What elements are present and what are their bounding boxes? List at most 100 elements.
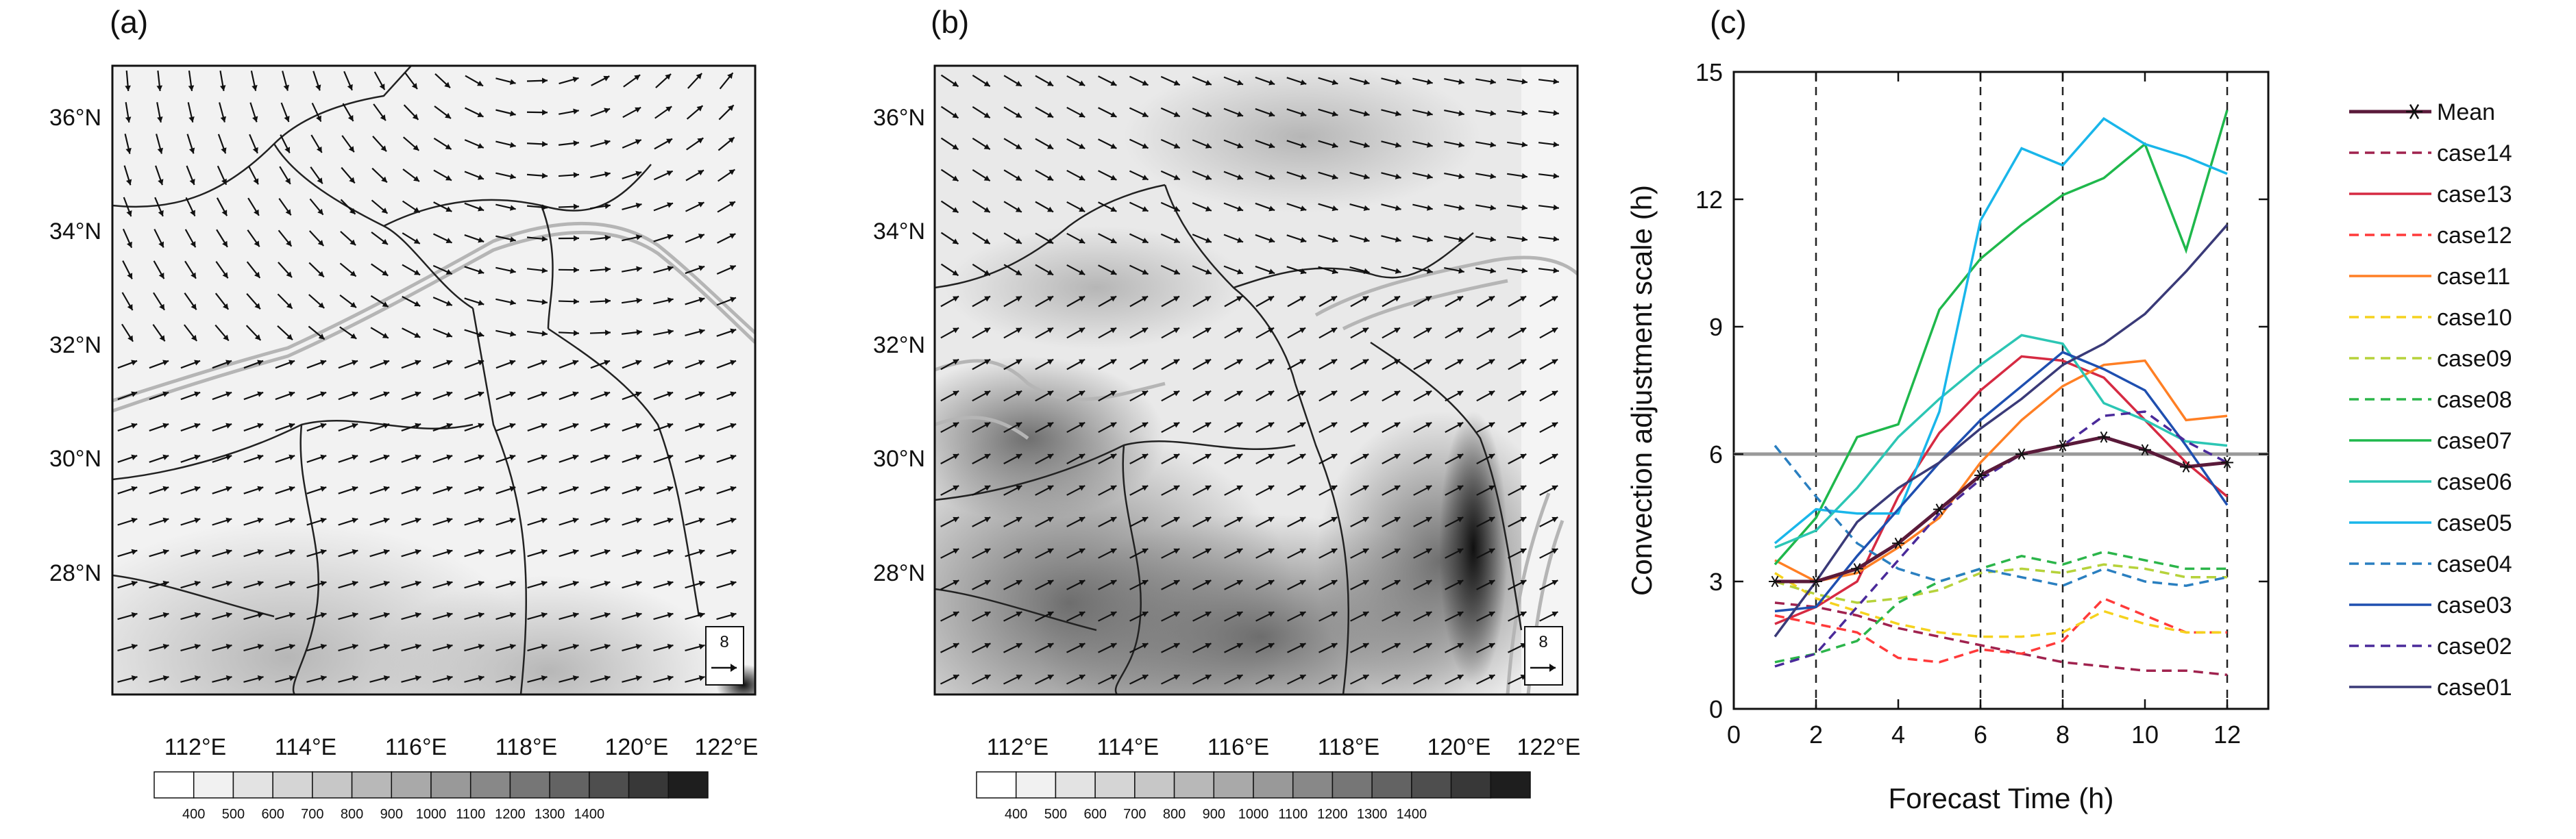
wind-arrow [185,197,196,217]
wind-arrow [622,106,641,118]
series-line-case06 [1774,334,2228,549]
wind-arrow [1476,516,1495,527]
wind-arrow [1539,390,1558,402]
wind-arrow [1413,421,1432,434]
legend-label: case12 [2437,223,2512,249]
wind-arrow [1129,201,1149,212]
wind-arrow [1349,203,1370,212]
wind-arrow [1255,265,1275,275]
colorbar-label: 700 [1123,807,1146,822]
wind-arrow [433,137,452,151]
wind-arrow [282,71,289,91]
wind-arrow [1287,453,1306,464]
wind-arrow [1255,327,1275,339]
colorbar-label: 1100 [456,807,485,822]
wind-arrow [401,391,421,401]
wind-arrow [940,390,959,402]
lat-label: 36°N [873,105,925,131]
wind-arrow [1224,674,1243,685]
wind-arrow [1350,453,1369,464]
wind-arrow [1066,390,1085,402]
wind-arrow [685,234,705,243]
wind-arrow [526,236,548,242]
wind-arrow [1003,264,1022,276]
wind-arrow [589,329,611,336]
wind-arrow [972,358,991,371]
colorbar-swatch [589,771,630,799]
wind-arrow [1286,171,1307,180]
wind-arrow [340,199,356,215]
wind-arrow [212,517,232,526]
wind-arrow [338,675,358,683]
colorbar-swatch [272,771,313,799]
wind-arrow [1160,75,1181,86]
wind-arrow [972,579,991,590]
wind-arrow [1350,674,1369,685]
wind-arrow [1350,327,1369,339]
wind-arrow [622,234,642,242]
wind-arrow [940,579,959,590]
legend-label: case06 [2437,469,2512,495]
wind-arrow [1318,516,1338,527]
wind-arrow [212,454,232,463]
wind-arrow [149,454,169,463]
wind-arrow [180,612,201,621]
wind-arrow [623,74,641,88]
wind-arrow [1003,642,1022,653]
wind-arrow [1129,327,1149,339]
wind-arrow [1413,327,1432,339]
wind-arrow [1066,358,1085,371]
wind-arrow [1035,421,1054,434]
wind-arrow [558,298,580,305]
wind-arrow [685,360,705,369]
wind-arrow [1035,485,1054,496]
wind-arrow [1287,579,1306,590]
series-line-case10 [1774,572,2227,638]
colorbar-swatch [1292,771,1334,799]
wind-arrow [401,549,421,558]
wind-arrow [1098,642,1117,653]
wind-arrow [1538,236,1560,242]
mean-marker [2180,461,2192,473]
wind-arrow [306,360,327,369]
mean-marker [2221,457,2233,468]
wind-arrow [559,454,579,463]
wind-arrow [1413,579,1432,590]
wind-arrow [215,261,229,279]
wind-arrow [1224,358,1243,371]
wind-arrow [1003,169,1022,181]
wind-arrow [1255,76,1275,86]
wind-arrow [1350,421,1369,434]
wind-arrow [402,168,420,182]
wind-arrow [1129,674,1149,685]
wind-arrow [306,517,327,526]
wind-arrow [401,517,421,526]
wind-arrow [685,423,705,431]
wind-arrow [1129,485,1149,496]
wind-arrow [306,612,327,621]
wind-arrow [275,580,295,589]
wind-arrow [1286,266,1307,275]
wind-arrow [1035,295,1054,308]
wind-arrow [149,517,169,526]
legend-label: Mean [2437,99,2495,125]
wind-arrow [716,486,737,494]
wind-arrow [243,391,264,401]
wind-arrow [432,454,453,463]
series-line-case05 [1774,116,2228,544]
province-boundaries-b [935,184,1523,694]
colorbar-swatch [1173,771,1215,799]
wind-arrow [1255,674,1275,685]
colorbar-swatch [430,771,471,799]
wind-arrow [1098,170,1117,181]
wind-arrow [1538,204,1560,211]
wind-arrow [371,199,389,214]
wind-arrow [1224,453,1243,464]
wind-arrow [339,262,357,277]
wind-arrow [653,170,674,181]
wind-arrow [278,262,293,278]
wind-arrow [152,324,166,342]
wind-arrow [1098,201,1117,212]
wind-arrow [716,297,737,306]
legend-label: case09 [2437,346,2512,372]
